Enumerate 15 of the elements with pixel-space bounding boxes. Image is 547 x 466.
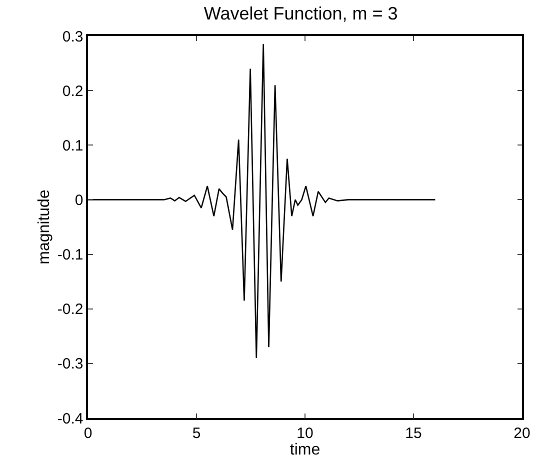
y-tick-label: 0.3 — [62, 28, 84, 46]
y-tick-label: 0.1 — [62, 137, 84, 154]
x-tick-label: 20 — [514, 424, 530, 442]
y-tick-label: -0.3 — [57, 356, 84, 373]
x-axis-title: time — [290, 442, 320, 459]
chart-title: Wavelet Function, m = 3 — [204, 4, 398, 24]
x-tick-label: 10 — [296, 424, 314, 442]
x-tick-label: 15 — [405, 424, 422, 442]
y-axis-title: magnitude — [36, 190, 53, 264]
y-tick-label: -0.1 — [57, 246, 84, 264]
x-tick-label: 5 — [192, 424, 201, 442]
y-tick-label: 0 — [74, 192, 84, 209]
y-tick-label: -0.2 — [57, 301, 84, 318]
y-tick-label: -0.4 — [57, 410, 84, 428]
y-tick-label: 0.2 — [62, 82, 84, 100]
